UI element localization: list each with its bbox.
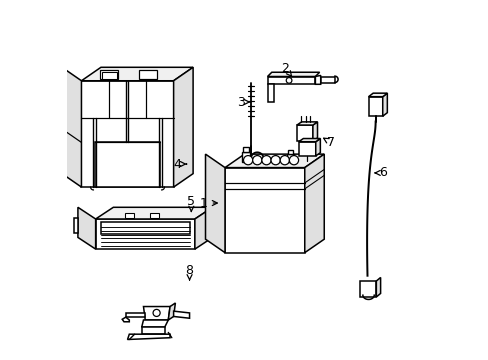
Polygon shape (298, 142, 315, 156)
Polygon shape (138, 70, 157, 79)
Polygon shape (100, 70, 118, 79)
Polygon shape (243, 147, 249, 152)
Polygon shape (382, 93, 386, 116)
Circle shape (153, 309, 160, 316)
Polygon shape (304, 154, 324, 253)
Polygon shape (125, 213, 134, 218)
Polygon shape (143, 306, 170, 320)
Polygon shape (368, 93, 386, 97)
Circle shape (252, 156, 262, 165)
Polygon shape (142, 327, 164, 334)
Polygon shape (78, 207, 96, 249)
Polygon shape (286, 154, 293, 162)
Text: 2: 2 (281, 62, 291, 77)
Polygon shape (242, 152, 250, 162)
Polygon shape (125, 313, 145, 317)
Polygon shape (312, 122, 317, 141)
Polygon shape (287, 150, 293, 154)
Polygon shape (298, 139, 320, 142)
Polygon shape (101, 222, 189, 234)
Polygon shape (315, 139, 320, 156)
Circle shape (270, 156, 280, 165)
Polygon shape (360, 281, 376, 297)
Polygon shape (81, 67, 193, 81)
Polygon shape (102, 72, 116, 79)
Circle shape (243, 156, 252, 165)
Polygon shape (195, 207, 212, 249)
Polygon shape (150, 213, 159, 218)
Polygon shape (62, 67, 81, 187)
Polygon shape (173, 311, 189, 318)
Polygon shape (224, 168, 304, 253)
Polygon shape (168, 303, 175, 320)
Text: 8: 8 (185, 264, 193, 280)
Polygon shape (173, 67, 193, 187)
Polygon shape (267, 84, 273, 102)
Polygon shape (224, 154, 324, 168)
Circle shape (280, 156, 289, 165)
Polygon shape (320, 77, 334, 82)
Text: 4: 4 (173, 158, 186, 171)
Circle shape (262, 156, 270, 165)
Polygon shape (96, 219, 195, 249)
Polygon shape (122, 317, 129, 322)
Polygon shape (74, 218, 78, 233)
Polygon shape (296, 125, 312, 141)
Polygon shape (142, 320, 168, 327)
Text: 6: 6 (374, 166, 386, 179)
Circle shape (285, 77, 291, 83)
Polygon shape (205, 154, 224, 253)
Polygon shape (376, 278, 380, 297)
Polygon shape (267, 77, 315, 84)
Text: 3: 3 (237, 95, 250, 108)
Polygon shape (96, 207, 212, 219)
Circle shape (289, 156, 298, 165)
Polygon shape (296, 122, 317, 125)
Polygon shape (368, 97, 382, 116)
Text: 1: 1 (200, 197, 217, 210)
Text: 7: 7 (323, 136, 335, 149)
Polygon shape (81, 81, 173, 187)
Polygon shape (267, 72, 319, 77)
Polygon shape (315, 76, 320, 84)
Text: 5: 5 (187, 195, 195, 211)
Polygon shape (95, 143, 160, 187)
Polygon shape (127, 334, 170, 339)
